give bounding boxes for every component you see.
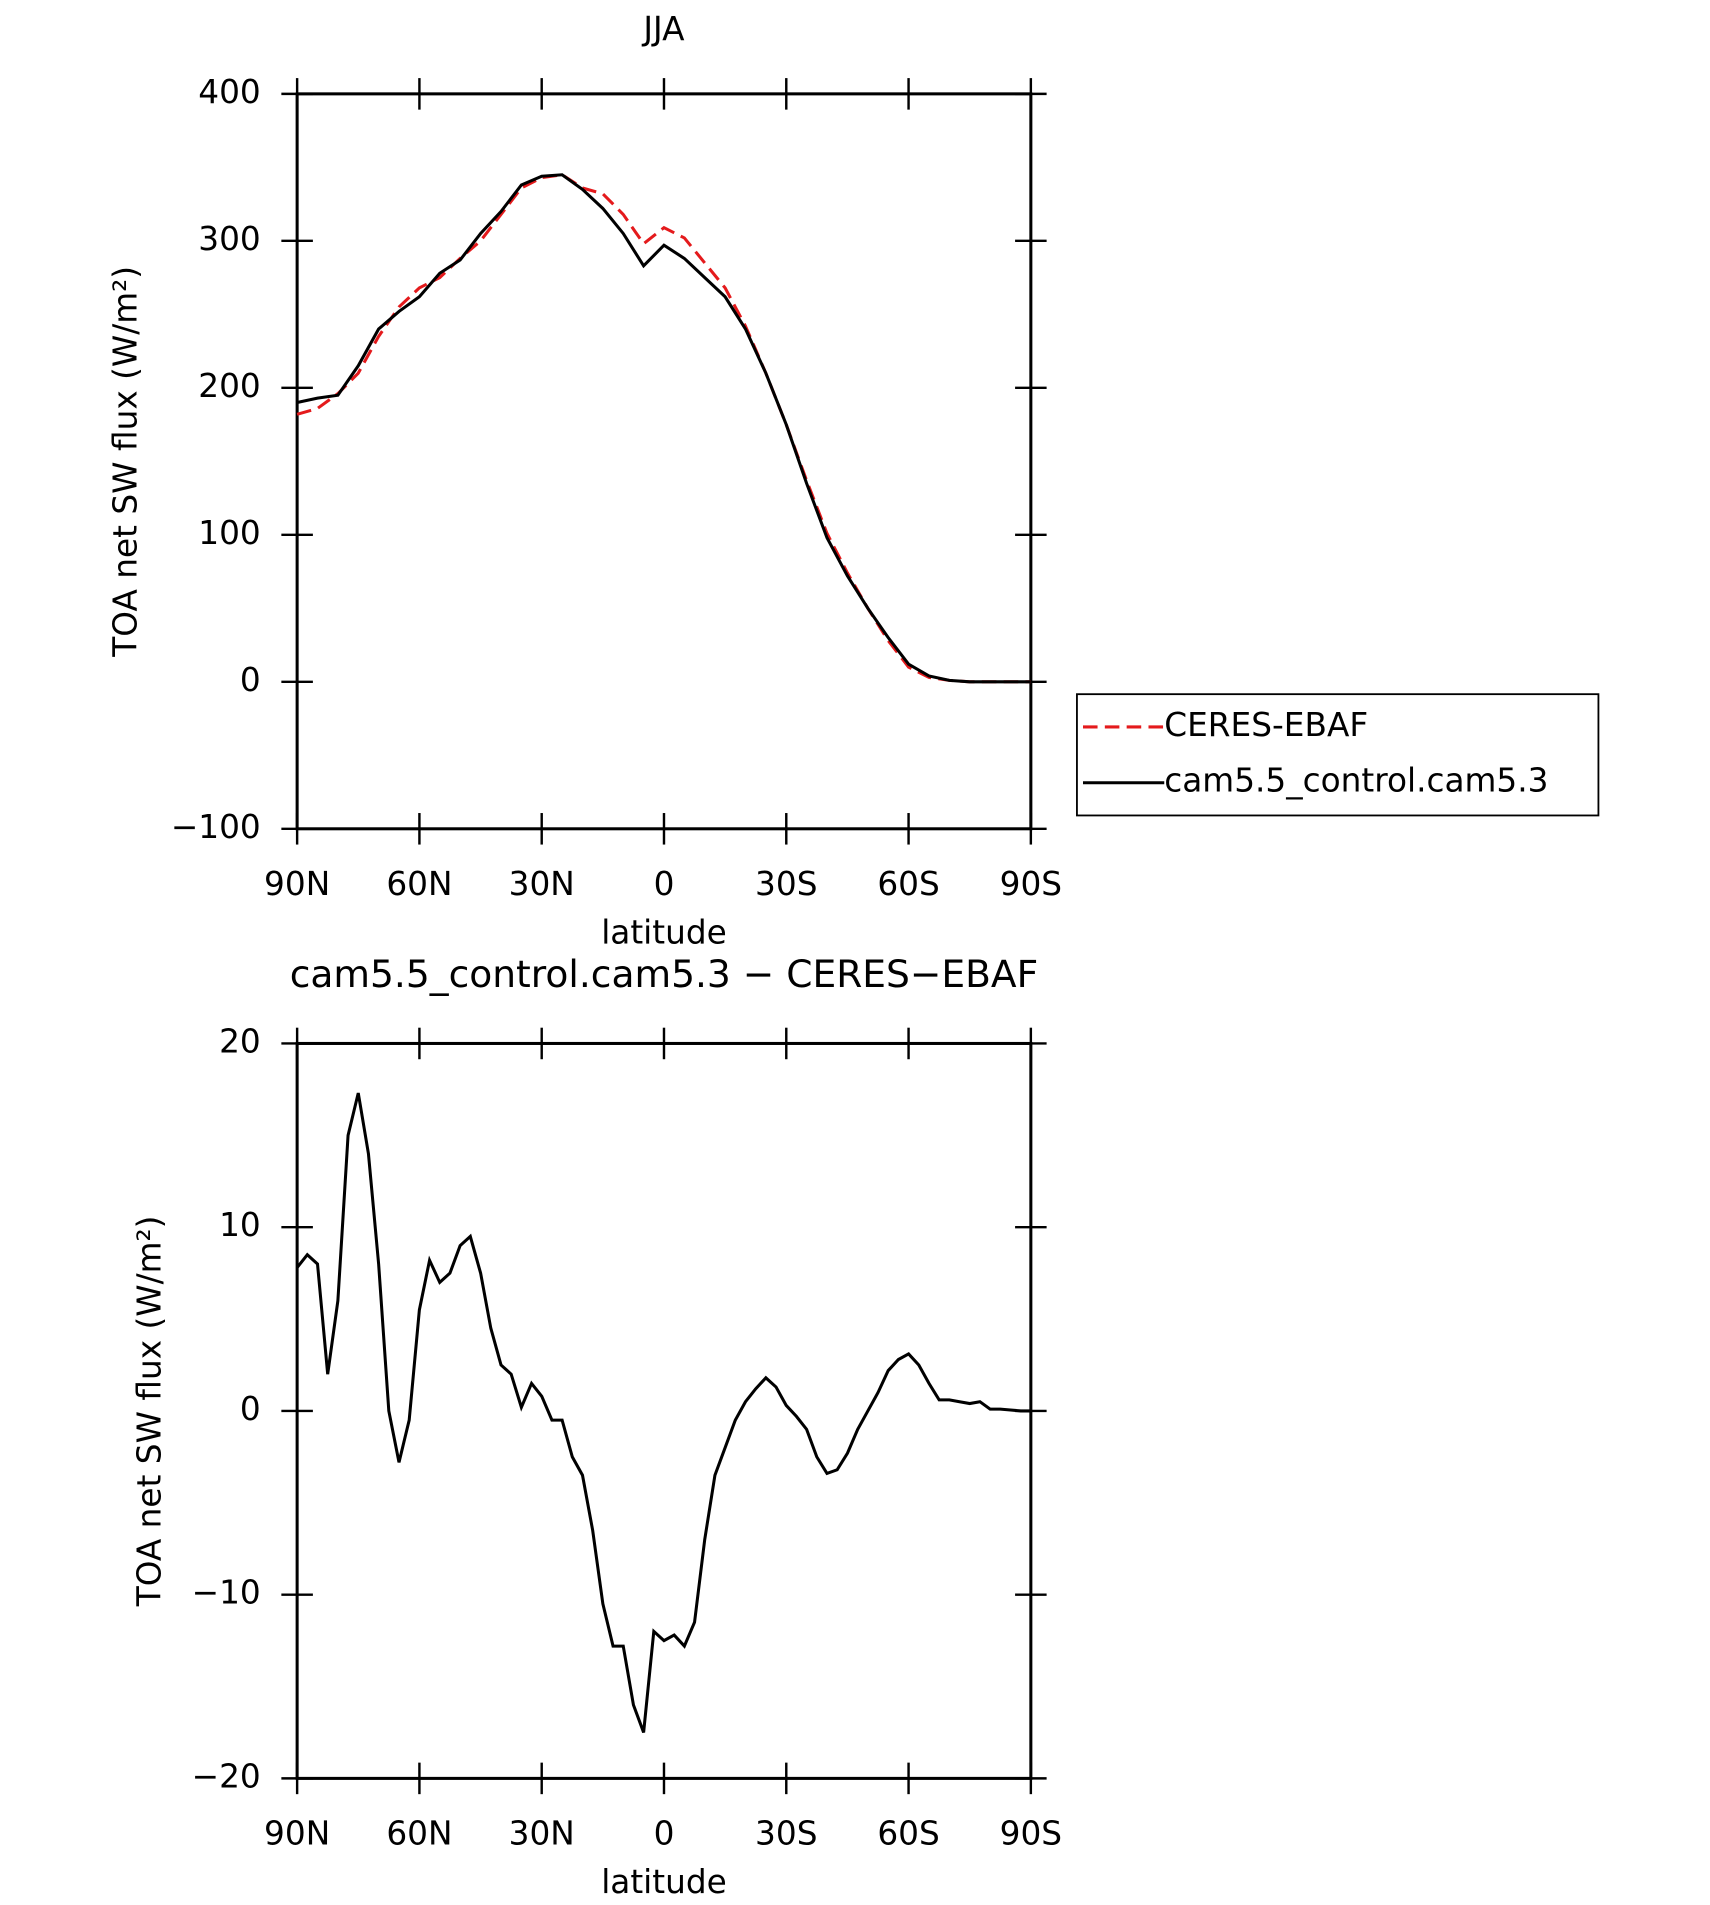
x-tick-label: 0 [654,865,675,903]
x-tick-label: 60S [877,1814,939,1852]
y-tick-label: 200 [198,367,260,405]
y-tick-label: −20 [192,1757,261,1795]
series-line [295,1092,1031,1733]
plot-frame [295,92,1033,831]
x-axis-label: latitude [601,1863,727,1901]
x-axis-label: latitude [601,913,727,951]
chart-title: JJA [641,10,685,48]
chart-title: cam5.5_control.cam5.3 − CERES−EBAF [290,952,1039,996]
x-tick-label: 90N [264,1814,330,1852]
y-axis-label: TOA net SW flux (W/m²) [106,266,144,658]
x-tick-label: 30S [755,1814,817,1852]
y-tick-label: 0 [240,1390,261,1428]
x-tick-label: 60S [877,865,939,903]
y-tick-label: 100 [198,514,260,552]
y-tick-label: 10 [219,1206,261,1244]
x-tick-label: 90N [264,865,330,903]
series-line [296,173,1031,684]
y-tick-label: 0 [240,661,261,699]
legend-box [1076,693,1600,817]
series-line [296,173,1031,684]
legend-label: CERES-EBAF [1164,706,1368,744]
y-tick-label: −10 [192,1574,261,1612]
y-tick-label: 400 [198,73,260,111]
x-tick-label: 60N [386,865,452,903]
x-tick-label: 60N [386,1814,452,1852]
y-tick-label: 20 [219,1022,261,1060]
y-tick-label: 300 [198,220,260,258]
x-tick-label: 30S [755,865,817,903]
y-tick-label: −100 [171,808,261,846]
x-tick-label: 30N [509,865,575,903]
x-tick-label: 90S [1000,865,1062,903]
x-tick-label: 30N [509,1814,575,1852]
x-tick-label: 90S [1000,1814,1062,1852]
plot-frame [295,1041,1033,1780]
y-axis-label: TOA net SW flux (W/m²) [131,1216,169,1608]
legend-label: cam5.5_control.cam5.3 [1164,762,1548,800]
x-tick-label: 0 [654,1814,675,1852]
